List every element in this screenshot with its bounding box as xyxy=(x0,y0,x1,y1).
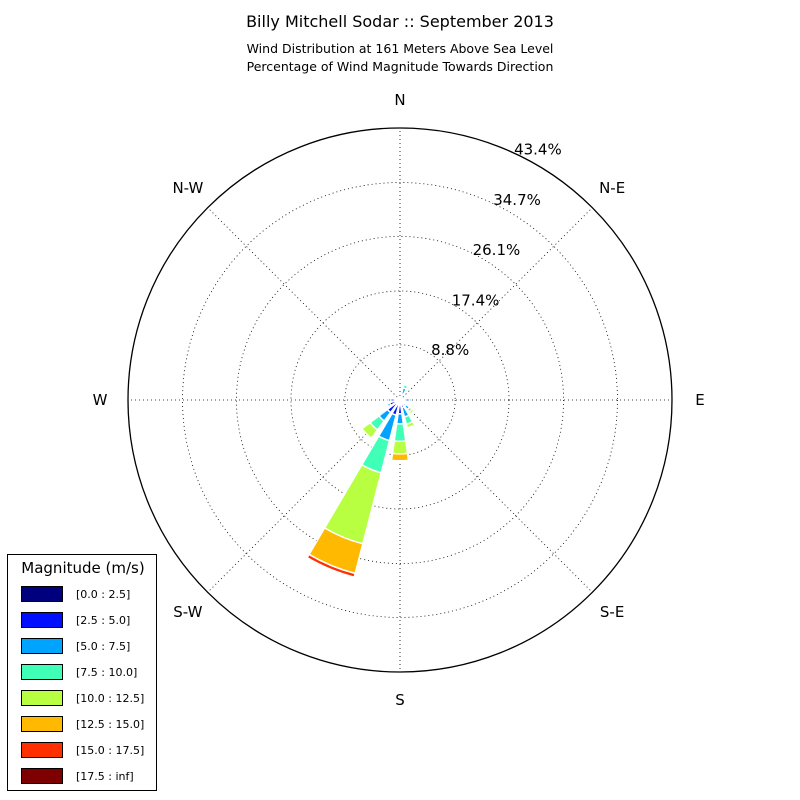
legend-swatch xyxy=(21,716,63,732)
wind-bar-segment xyxy=(408,408,416,416)
grid-ring xyxy=(290,290,510,510)
polar-grid xyxy=(128,128,672,672)
wind-bar-segment xyxy=(387,397,392,403)
legend-swatch xyxy=(21,742,63,758)
wind-bar-segment xyxy=(402,383,409,391)
legend-item: [5.0 : 7.5] xyxy=(21,638,151,654)
legend-label: [10.0 : 12.5] xyxy=(76,692,145,705)
legend-swatch xyxy=(21,664,63,680)
grid-spoke xyxy=(399,399,593,593)
wind-bar-segment xyxy=(391,440,409,455)
wind-bar-segment xyxy=(386,401,392,408)
grid-ring xyxy=(182,182,618,618)
chart-subtitle-2: Percentage of Wind Magnitude Towards Dir… xyxy=(246,59,554,74)
polar-labels: 8.8% 17.4% 26.1% 34.7% 43.4% N N-E E S-E S S-W W N-W xyxy=(93,91,705,709)
wind-bar-segment xyxy=(360,421,379,440)
wind-bar-segment xyxy=(390,452,410,462)
magnitude-legend: Magnitude (m/s) [0.0 : 2.5] [2.5 : 5.0] [5… xyxy=(7,554,157,791)
chart-title: Billy Mitchell Sodar :: September 2013 xyxy=(246,12,554,31)
wind-bar-segment xyxy=(405,420,416,429)
radial-tick-label: 26.1% xyxy=(473,241,521,259)
legend-item: [7.5 : 10.0] xyxy=(21,664,151,680)
wind-bar-segment xyxy=(393,422,407,443)
legend-label: [0.0 : 2.5] xyxy=(76,588,131,601)
direction-label: S-E xyxy=(600,603,624,621)
direction-label: S xyxy=(395,691,405,709)
outer-ring xyxy=(127,127,673,673)
radial-tick-label: 17.4% xyxy=(452,291,500,309)
legend-label: [15.0 : 17.5] xyxy=(76,744,145,757)
radial-tick-label: 8.8% xyxy=(431,341,469,359)
legend-swatch xyxy=(21,768,63,784)
radial-tick-label: 34.7% xyxy=(493,191,541,209)
wind-bar-segment xyxy=(393,395,397,400)
legend-label: [2.5 : 5.0] xyxy=(76,614,131,627)
direction-label: W xyxy=(93,391,108,409)
radial-tick-label: 43.4% xyxy=(514,141,562,159)
legend-item: [12.5 : 15.0] xyxy=(21,716,151,732)
legend-item: [0.0 : 2.5] xyxy=(21,586,151,602)
direction-label: E xyxy=(695,391,704,409)
direction-label: N-E xyxy=(599,179,625,197)
legend-swatch xyxy=(21,586,63,602)
legend-label: [17.5 : inf] xyxy=(76,770,134,783)
direction-label: N xyxy=(394,91,405,109)
legend-title: Magnitude (m/s) xyxy=(21,559,145,577)
grid-spoke xyxy=(207,207,401,401)
legend-swatch xyxy=(21,638,63,654)
wind-bar-segment xyxy=(306,553,357,579)
grid-spoke xyxy=(207,399,401,593)
direction-label: S-W xyxy=(173,603,202,621)
wind-bar-segment xyxy=(397,396,401,400)
wind-bars xyxy=(306,383,416,579)
grid-ring xyxy=(236,236,564,564)
legend-swatch xyxy=(21,690,63,706)
chart-subtitle-1: Wind Distribution at 161 Meters Above Se… xyxy=(246,41,554,56)
legend-label: [5.0 : 7.5] xyxy=(76,640,131,653)
direction-label: N-W xyxy=(172,179,203,197)
legend-label: [7.5 : 10.0] xyxy=(76,666,138,679)
grid-ring xyxy=(344,344,456,456)
grid-spoke xyxy=(399,207,593,401)
legend-item: [15.0 : 17.5] xyxy=(21,742,151,758)
legend-item: [17.5 : inf] xyxy=(21,768,151,784)
legend-swatch xyxy=(21,612,63,628)
legend-item: [10.0 : 12.5] xyxy=(21,690,151,706)
wind-bar-segment xyxy=(408,397,413,403)
wind-bar-segment xyxy=(395,412,405,425)
legend-item: [2.5 : 5.0] xyxy=(21,612,151,628)
legend-label: [12.5 : 15.0] xyxy=(76,718,145,731)
